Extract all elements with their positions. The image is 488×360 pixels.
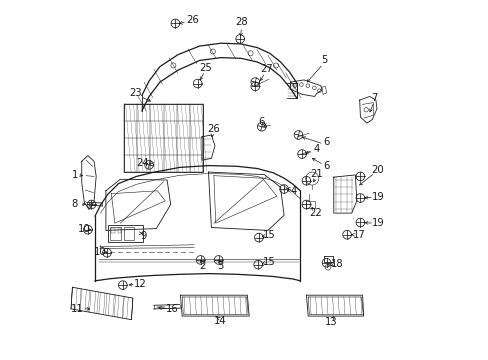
Text: 17: 17 [352,230,365,240]
Text: 14: 14 [213,316,226,326]
Bar [118,228,121,233]
Text: 5: 5 [321,55,327,66]
Text: 8: 8 [71,199,78,210]
Text: 26: 26 [185,15,198,25]
Text: 24: 24 [136,158,149,168]
Text: 6: 6 [323,161,329,171]
Bar [123,227,134,240]
Bar [107,225,142,242]
Text: 15: 15 [262,257,275,267]
Text: 1: 1 [71,170,78,180]
Text: 21: 21 [309,168,322,179]
Text: 26: 26 [207,124,220,134]
Text: 3: 3 [217,261,223,271]
Text: 9: 9 [140,231,146,241]
Text: 19: 19 [371,192,384,202]
Bar [111,228,115,233]
Text: 19: 19 [371,218,384,228]
Text: 18: 18 [330,258,343,269]
Text: 23: 23 [129,88,142,98]
Text: 10: 10 [78,224,90,234]
Text: 27: 27 [260,64,273,74]
Text: 6: 6 [323,137,329,147]
Text: 28: 28 [235,17,247,27]
Text: 20: 20 [370,165,383,175]
Bar [110,227,121,240]
Text: 12: 12 [133,279,146,289]
Text: 4: 4 [290,186,297,196]
Text: 6: 6 [258,117,264,127]
Text: 2: 2 [199,261,205,271]
Text: 4: 4 [313,144,319,154]
Text: 25: 25 [199,63,212,73]
Text: 22: 22 [309,208,322,218]
Text: 16: 16 [165,304,178,314]
Text: 10: 10 [93,247,106,257]
Text: 13: 13 [324,317,337,327]
Text: 11: 11 [71,304,83,314]
Bar [123,104,203,172]
Text: 15: 15 [262,230,275,240]
Text: 7: 7 [371,93,377,103]
